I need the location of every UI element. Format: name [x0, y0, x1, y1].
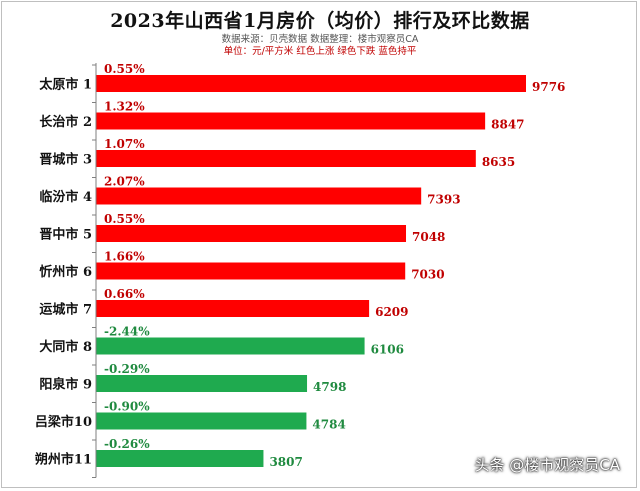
- category-label: 临汾市 4: [39, 189, 92, 205]
- value-label: 6209: [375, 305, 408, 319]
- category-label: 阳泉市 9: [39, 377, 92, 393]
- bar: [96, 375, 308, 392]
- unit-line: 单位：元/平方米 红色上涨 绿色下跌 蓝色持平: [223, 46, 417, 57]
- value-label: 7048: [412, 230, 445, 244]
- value-label: 3807: [269, 455, 302, 469]
- category-label: 大同市 8: [39, 339, 92, 355]
- change-label: -2.44%: [104, 325, 150, 339]
- change-label: 1.66%: [104, 250, 145, 264]
- category-label: 太原市 1: [38, 77, 92, 93]
- value-label: 8847: [491, 118, 524, 132]
- value-label: 4784: [312, 418, 345, 432]
- value-label: 7030: [411, 268, 444, 282]
- value-label: 6106: [371, 343, 404, 357]
- bar: [96, 262, 406, 280]
- category-label: 晋城市 3: [39, 152, 92, 168]
- category-label: 长治市 2: [39, 114, 92, 130]
- change-label: 0.55%: [104, 212, 145, 226]
- category-label: 运城市 7: [39, 302, 92, 318]
- bar: [96, 112, 486, 130]
- change-label: 1.07%: [104, 137, 145, 151]
- change-label: 0.55%: [104, 62, 145, 76]
- change-label: 1.32%: [104, 100, 145, 114]
- category-label: 忻州市 6: [39, 264, 92, 280]
- bar: [96, 450, 264, 467]
- source-line: 数据来源：贝壳数据 数据整理：楼市观察员CA: [221, 34, 419, 45]
- change-label: 2.07%: [104, 175, 145, 189]
- change-label: -0.29%: [104, 362, 150, 376]
- value-label: 8635: [482, 155, 515, 169]
- value-label: 9776: [532, 80, 565, 94]
- category-label: 晋中市 5: [39, 227, 92, 243]
- chart-title: 2023年山西省1月房价（均价）排行及环比数据: [110, 10, 530, 32]
- value-label: 4798: [313, 380, 346, 394]
- bar: [96, 300, 370, 317]
- bar: [96, 412, 307, 430]
- bar: [96, 75, 526, 92]
- bar: [96, 225, 407, 242]
- value-label: 7393: [427, 193, 460, 207]
- category-label: 朔州市11: [35, 452, 92, 468]
- change-label: -0.26%: [104, 437, 150, 451]
- watermark: 头条 @楼市观察员CA: [474, 456, 620, 474]
- change-label: 0.66%: [104, 287, 145, 301]
- bar: [96, 337, 365, 355]
- change-label: -0.90%: [104, 400, 150, 414]
- category-label: 吕梁市10: [35, 414, 92, 430]
- bar: [96, 150, 476, 167]
- bar: [96, 187, 422, 205]
